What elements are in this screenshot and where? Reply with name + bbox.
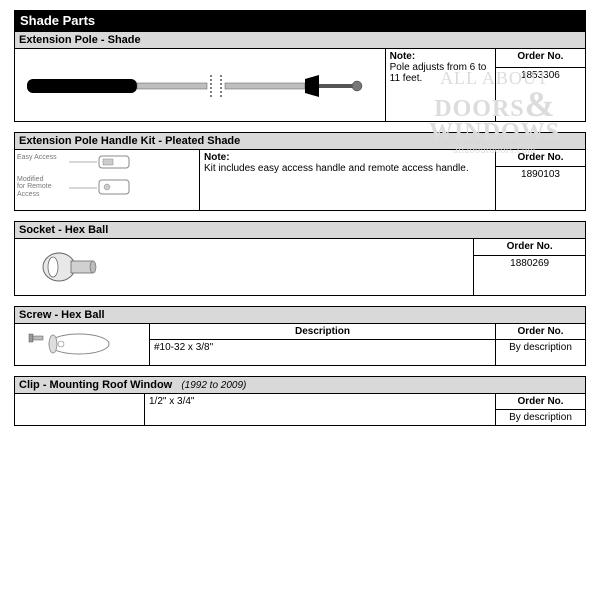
note-cell: Note: Pole adjusts from 6 to 11 feet. xyxy=(385,49,495,122)
note-text: Pole adjusts from 6 to 11 feet. xyxy=(390,62,487,84)
section-title-main: Clip - Mounting Roof Window xyxy=(19,379,172,391)
description-header: Description xyxy=(150,324,496,340)
section-clip: Clip - Mounting Roof Window (1992 to 200… xyxy=(14,376,586,426)
handle-kit-labels: Easy Access Modified for Remote Access xyxy=(17,154,57,199)
section-socket: Socket - Hex Ball Order No. 1880269 xyxy=(14,221,586,296)
section-title: Clip - Mounting Roof Window (1992 to 200… xyxy=(14,376,586,393)
socket-icon xyxy=(19,241,139,293)
extension-pole-icon xyxy=(19,51,379,119)
section-screw: Screw - Hex Ball Description Order No. #… xyxy=(14,306,586,366)
product-image-cell xyxy=(15,239,474,296)
note-label: Note: xyxy=(204,152,230,163)
note-text: Kit includes easy access handle and remo… xyxy=(204,163,469,174)
order-number: By description xyxy=(496,340,586,366)
remote-label-3: Access xyxy=(17,191,40,198)
description-text: #10-32 x 3/8" xyxy=(150,340,496,366)
section-title-suffix: (1992 to 2009) xyxy=(181,380,246,391)
section-table: Order No. 1880269 xyxy=(14,238,586,296)
screw-icon xyxy=(19,326,145,362)
section-table: 1/2" x 3/4" Order No. By description xyxy=(14,393,586,426)
section-handle-kit: Extension Pole Handle Kit - Pleated Shad… xyxy=(14,132,586,211)
order-number: 1890103 xyxy=(496,167,586,211)
note-label: Note: xyxy=(390,51,416,62)
section-title: Screw - Hex Ball xyxy=(14,306,586,323)
section-table: Easy Access Modified for Remote Access xyxy=(14,149,586,211)
section-table: Description Order No. #10-32 x 3/8" By d… xyxy=(14,323,586,366)
product-image-cell xyxy=(15,324,150,366)
order-header: Order No. xyxy=(496,324,586,340)
note-cell: Note: Kit includes easy access handle an… xyxy=(200,150,496,211)
section-title: Socket - Hex Ball xyxy=(14,221,586,238)
order-header: Order No. xyxy=(496,394,586,410)
easy-access-label: Easy Access xyxy=(17,154,57,162)
order-number: 1880269 xyxy=(474,256,586,296)
description-text: 1/2" x 3/4" xyxy=(145,394,496,426)
section-extension-pole: Extension Pole - Shade Note: Pole adjust… xyxy=(14,31,586,122)
section-table: Note: Pole adjusts from 6 to 11 feet. Or… xyxy=(14,48,586,122)
order-header: Order No. xyxy=(474,239,586,256)
section-title: Extension Pole - Shade xyxy=(14,31,586,48)
product-image-cell: Easy Access Modified for Remote Access xyxy=(15,150,200,211)
order-header: Order No. xyxy=(495,49,585,68)
order-number: 1853306 xyxy=(495,68,585,122)
page-title: Shade Parts xyxy=(14,10,586,31)
product-image-cell xyxy=(15,394,145,426)
remote-label-1: Modified xyxy=(17,176,43,183)
remote-label-2: for Remote xyxy=(17,183,52,190)
product-image-cell xyxy=(15,49,386,122)
order-header: Order No. xyxy=(496,150,586,167)
order-number: By description xyxy=(496,410,586,426)
section-title: Extension Pole Handle Kit - Pleated Shad… xyxy=(14,132,586,149)
